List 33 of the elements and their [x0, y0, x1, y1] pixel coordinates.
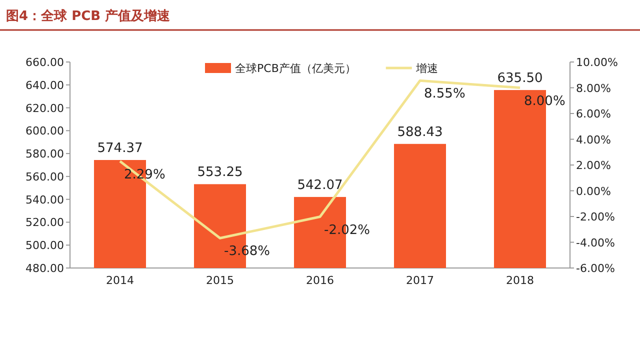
- legend-label: 全球PCB产值（亿美元）: [235, 62, 356, 75]
- y-tick-label: 600.00: [26, 124, 64, 138]
- y-tick-label: 560.00: [26, 170, 64, 184]
- x-tick-label: 2016: [306, 274, 334, 287]
- legend-label: 增速: [414, 62, 438, 75]
- x-tick-label: 2017: [406, 274, 434, 287]
- data-label: 588.43: [397, 124, 443, 140]
- y-tick-label: 640.00: [26, 78, 64, 92]
- y-tick-label: 660.00: [26, 56, 64, 69]
- data-label: 553.25: [197, 165, 243, 180]
- y-tick-label: 480.00: [26, 262, 64, 275]
- y2-tick-label: 6.00%: [576, 108, 611, 120]
- y2-tick-label: 2.00%: [576, 159, 611, 172]
- y2-tick-label: -4.00%: [576, 236, 615, 250]
- data-label: 542.07: [297, 178, 343, 193]
- y2-tick-label: 0.00%: [576, 184, 611, 198]
- x-tick-label: 2014: [106, 274, 134, 287]
- data-label: 8.55%: [424, 86, 466, 102]
- y-tick-label: 540.00: [26, 193, 64, 206]
- data-label: 574.37: [97, 141, 143, 156]
- y-tick-label: 620.00: [26, 102, 64, 115]
- y2-tick-label: 4.00%: [576, 133, 611, 146]
- y2-tick-label: 10.00%: [576, 56, 618, 69]
- y2-tick-label: -2.00%: [576, 210, 615, 224]
- x-tick-label: 2018: [506, 274, 534, 287]
- y2-tick-label: 8.00%: [576, 82, 611, 95]
- y-tick-label: 500.00: [26, 239, 64, 252]
- y-tick-label: 520.00: [26, 216, 64, 230]
- chart-title: 图4：全球 PCB 产值及增速: [6, 8, 172, 24]
- y2-tick-label: -6.00%: [576, 262, 615, 275]
- y-tick-label: 580.00: [26, 148, 64, 161]
- data-label: 635.50: [497, 71, 543, 86]
- x-tick-label: 2015: [206, 274, 234, 287]
